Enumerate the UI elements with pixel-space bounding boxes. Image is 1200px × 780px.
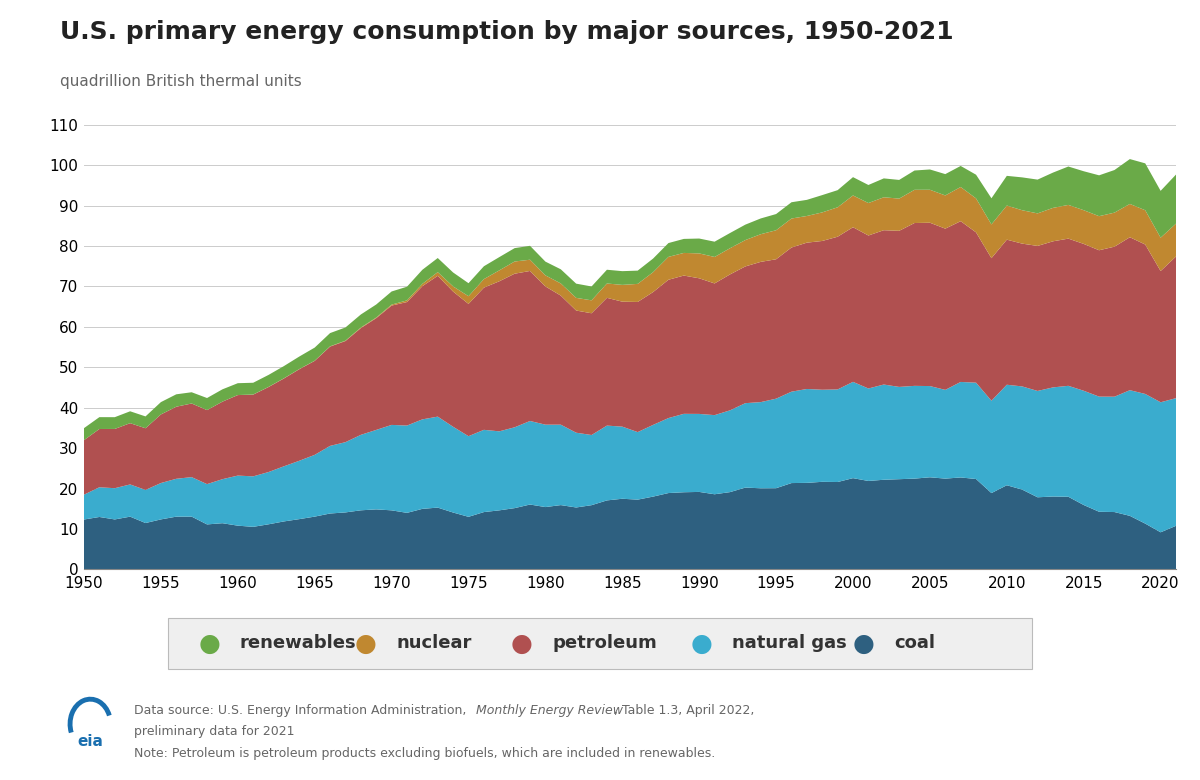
Text: natural gas: natural gas [732, 634, 847, 653]
Text: eia: eia [77, 733, 103, 749]
Text: ●: ● [853, 632, 875, 655]
Text: Note: Petroleum is petroleum products excluding biofuels, which are included in : Note: Petroleum is petroleum products ex… [134, 747, 715, 760]
Text: U.S. primary energy consumption by major sources, 1950-2021: U.S. primary energy consumption by major… [60, 20, 954, 44]
Text: petroleum: petroleum [552, 634, 656, 653]
Text: nuclear: nuclear [396, 634, 472, 653]
Text: ●: ● [691, 632, 713, 655]
Text: preliminary data for 2021: preliminary data for 2021 [134, 725, 295, 739]
Text: ●: ● [199, 632, 221, 655]
Text: coal: coal [894, 634, 935, 653]
Text: quadrillion British thermal units: quadrillion British thermal units [60, 74, 301, 89]
Text: ●: ● [355, 632, 377, 655]
Text: renewables: renewables [240, 634, 356, 653]
Text: Data source: U.S. Energy Information Administration,: Data source: U.S. Energy Information Adm… [134, 704, 470, 717]
Text: ●: ● [511, 632, 533, 655]
Text: , Table 1.3, April 2022,: , Table 1.3, April 2022, [614, 704, 755, 717]
Text: Monthly Energy Review: Monthly Energy Review [476, 704, 624, 717]
